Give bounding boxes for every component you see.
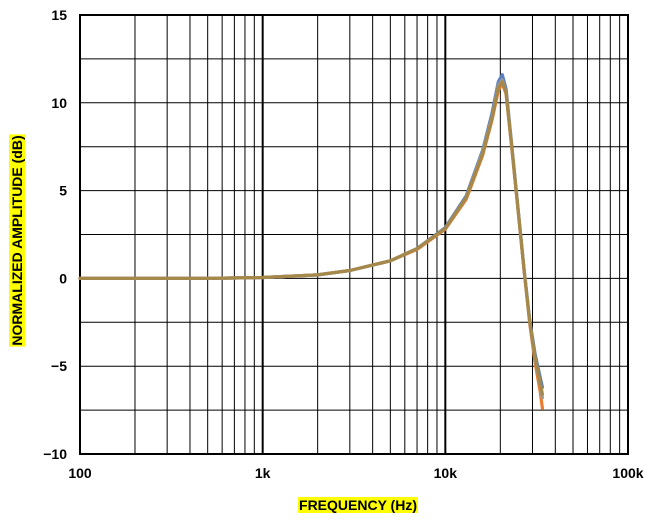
x-axis-title-highlight: [298, 497, 418, 513]
series-line-3: [78, 78, 545, 400]
y-tick-label: 10: [51, 95, 67, 111]
y-axis-title-text: NORMALIZED AMPLITUDE (dB): [9, 135, 25, 345]
y-tick-label: 0: [59, 270, 67, 286]
y-axis-title-highlight: [9, 134, 25, 347]
x-tick-label: 100: [68, 465, 92, 481]
y-tick-label: 5: [59, 183, 67, 199]
grid: [79, 14, 628, 455]
x-tick-label: 10k: [434, 465, 458, 481]
x-axis-title: FREQUENCY (Hz): [298, 497, 418, 513]
y-axis-tick-labels: 15 10 5 0 −5 −10: [43, 7, 67, 462]
y-axis-title: NORMALIZED AMPLITUDE (dB): [9, 134, 25, 347]
x-axis-tick-labels: 100 1k 10k 100k: [68, 465, 643, 481]
y-tick-label: −5: [51, 358, 67, 374]
series-line-4: [78, 80, 545, 396]
y-tick-label: −10: [43, 446, 67, 462]
x-tick-label: 100k: [612, 465, 643, 481]
series-line-2: [78, 81, 545, 410]
x-tick-label: 1k: [255, 465, 271, 481]
plot-frame: [79, 14, 629, 455]
series-line-1: [78, 73, 545, 389]
series-group: [78, 73, 545, 410]
x-axis-title-text: FREQUENCY (Hz): [299, 497, 417, 513]
y-tick-label: 15: [51, 7, 67, 23]
